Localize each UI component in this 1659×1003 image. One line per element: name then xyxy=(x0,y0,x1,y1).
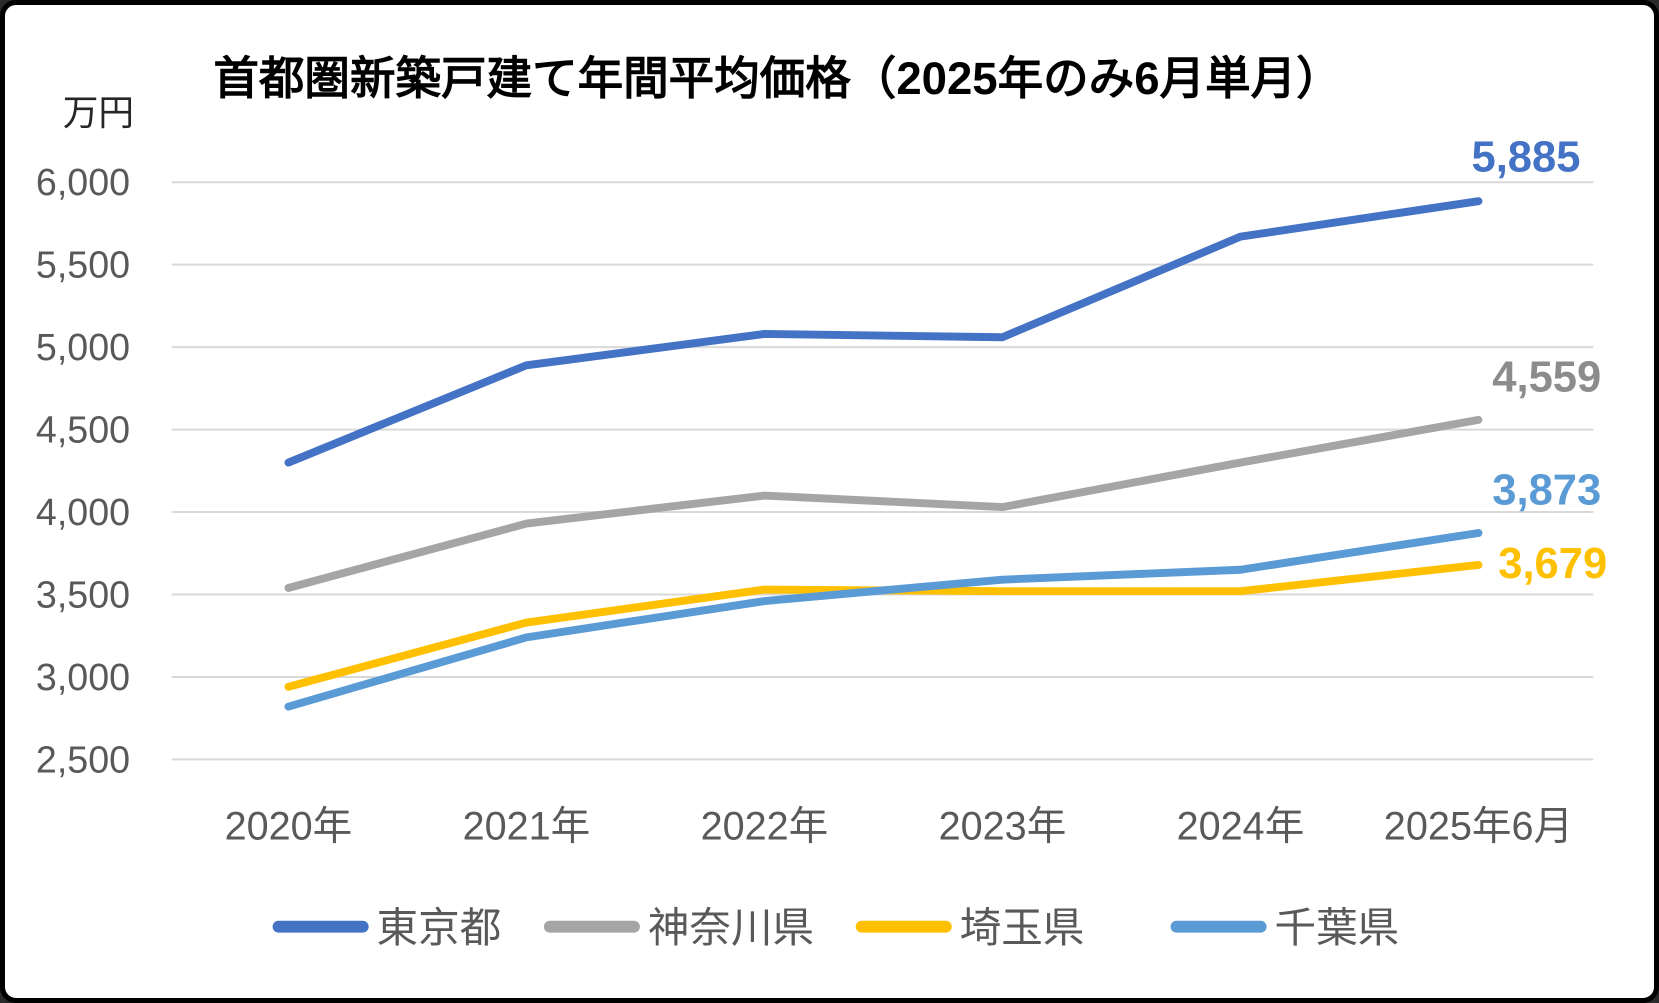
end-label-chiba: 3,873 xyxy=(1492,466,1601,514)
series-line-kanagawa xyxy=(284,415,1483,592)
legend-item-saitama: 埼玉県 xyxy=(855,904,1085,951)
legend-swatch-chiba xyxy=(1170,920,1267,933)
legend-item-kanagawa: 神奈川県 xyxy=(543,904,814,951)
y-tick-label: 3,500 xyxy=(36,573,130,615)
series-lines xyxy=(284,197,1483,711)
legend-swatch-kanagawa xyxy=(543,920,640,933)
legend-swatch-tokyo xyxy=(272,920,369,933)
legend-label-kanagawa: 神奈川県 xyxy=(648,904,814,951)
x-axis-tick-labels: 2020年 2021年 2022年 2023年 2024年 2025年6月 xyxy=(225,805,1574,849)
line-chart: 2,500 3,000 3,500 4,000 4,500 5,000 5,500 6,000… xyxy=(36,53,1607,951)
legend-label-tokyo: 東京都 xyxy=(377,904,502,951)
y-tick-label: 4,500 xyxy=(36,409,130,451)
y-axis-tick-labels: 2,500 3,000 3,500 4,000 4,500 5,000 5,500 6,000 xyxy=(36,161,130,780)
legend-label-chiba: 千葉県 xyxy=(1275,904,1400,951)
series-line-tokyo xyxy=(284,197,1483,467)
y-tick-label: 6,000 xyxy=(36,161,130,203)
legend-swatch-saitama xyxy=(855,920,952,933)
x-tick-label: 2025年6月 xyxy=(1384,805,1573,849)
series-end-labels: 5,885 4,559 3,679 3,873 xyxy=(1471,134,1607,588)
x-tick-label: 2024年 xyxy=(1177,805,1305,849)
y-axis-unit-label: 万円 xyxy=(63,93,134,133)
end-label-tokyo: 5,885 xyxy=(1471,134,1580,182)
legend: 東京都 神奈川県 埼玉県 千葉県 xyxy=(272,904,1400,951)
chart-title: 首都圏新築戸建て年間平均価格（2025年のみ6月単月） xyxy=(213,53,1341,104)
legend-item-chiba: 千葉県 xyxy=(1170,904,1400,951)
legend-label-saitama: 埼玉県 xyxy=(960,904,1085,951)
y-tick-label: 2,500 xyxy=(36,738,130,780)
legend-item-tokyo: 東京都 xyxy=(272,904,502,951)
y-tick-label: 5,500 xyxy=(36,244,130,286)
y-tick-label: 5,000 xyxy=(36,326,130,368)
x-tick-label: 2022年 xyxy=(701,805,829,849)
x-tick-label: 2023年 xyxy=(939,805,1067,849)
series-line-saitama xyxy=(284,561,1483,691)
x-tick-label: 2021年 xyxy=(463,805,591,849)
y-tick-label: 3,000 xyxy=(36,656,130,698)
x-tick-label: 2020年 xyxy=(225,805,353,849)
end-label-kanagawa: 4,559 xyxy=(1492,353,1601,401)
series-line-chiba xyxy=(284,529,1483,711)
end-label-saitama: 3,679 xyxy=(1498,540,1607,588)
y-tick-label: 4,000 xyxy=(36,491,130,533)
gridlines xyxy=(171,181,1594,761)
